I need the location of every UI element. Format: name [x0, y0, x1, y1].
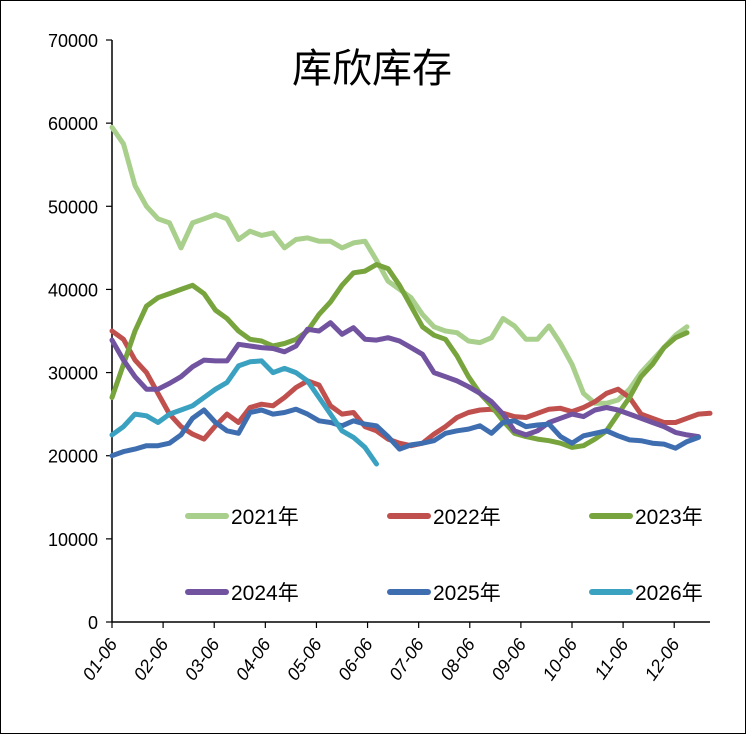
- legend-label-1: 2021年: [231, 506, 299, 529]
- y-tick-label: 0: [88, 613, 98, 633]
- legend-label-3: 2023年: [635, 506, 703, 529]
- series-line-4: [109, 320, 701, 440]
- legend-label-2: 2022年: [433, 506, 501, 529]
- legend-label-5: 2025年: [433, 582, 501, 605]
- x-tick-label: 08-06: [436, 634, 479, 684]
- x-tick-label: 06-06: [334, 634, 377, 684]
- x-tick-label: 02-06: [130, 634, 173, 684]
- x-tick-label: 09-06: [487, 634, 530, 684]
- x-tick-label: 01-06: [78, 634, 121, 684]
- x-tick-label: 07-06: [385, 634, 428, 684]
- x-tick-label: 04-06: [232, 634, 275, 684]
- y-tick-label: 20000: [48, 447, 98, 467]
- x-tick-label: 03-06: [181, 634, 224, 684]
- y-tick-label: 40000: [48, 280, 98, 300]
- series-line-3: [109, 262, 690, 450]
- legend-label-6: 2026年: [635, 582, 703, 605]
- y-tick-label: 10000: [48, 530, 98, 550]
- series-line-5: [109, 406, 701, 459]
- x-tick-label: 05-06: [283, 634, 326, 684]
- y-tick-label: 70000: [48, 31, 98, 51]
- x-tick-label: 10-06: [538, 634, 581, 684]
- y-tick-label: 50000: [48, 197, 98, 217]
- series-line-6: [109, 358, 379, 467]
- y-tick-label: 30000: [48, 364, 98, 384]
- x-tick-label: 12-06: [641, 634, 684, 684]
- x-tick-label: 11-06: [590, 634, 633, 683]
- y-tick-label: 60000: [48, 114, 98, 134]
- chart-title: 库欣库存: [292, 46, 452, 92]
- legend-label-4: 2024年: [231, 582, 299, 605]
